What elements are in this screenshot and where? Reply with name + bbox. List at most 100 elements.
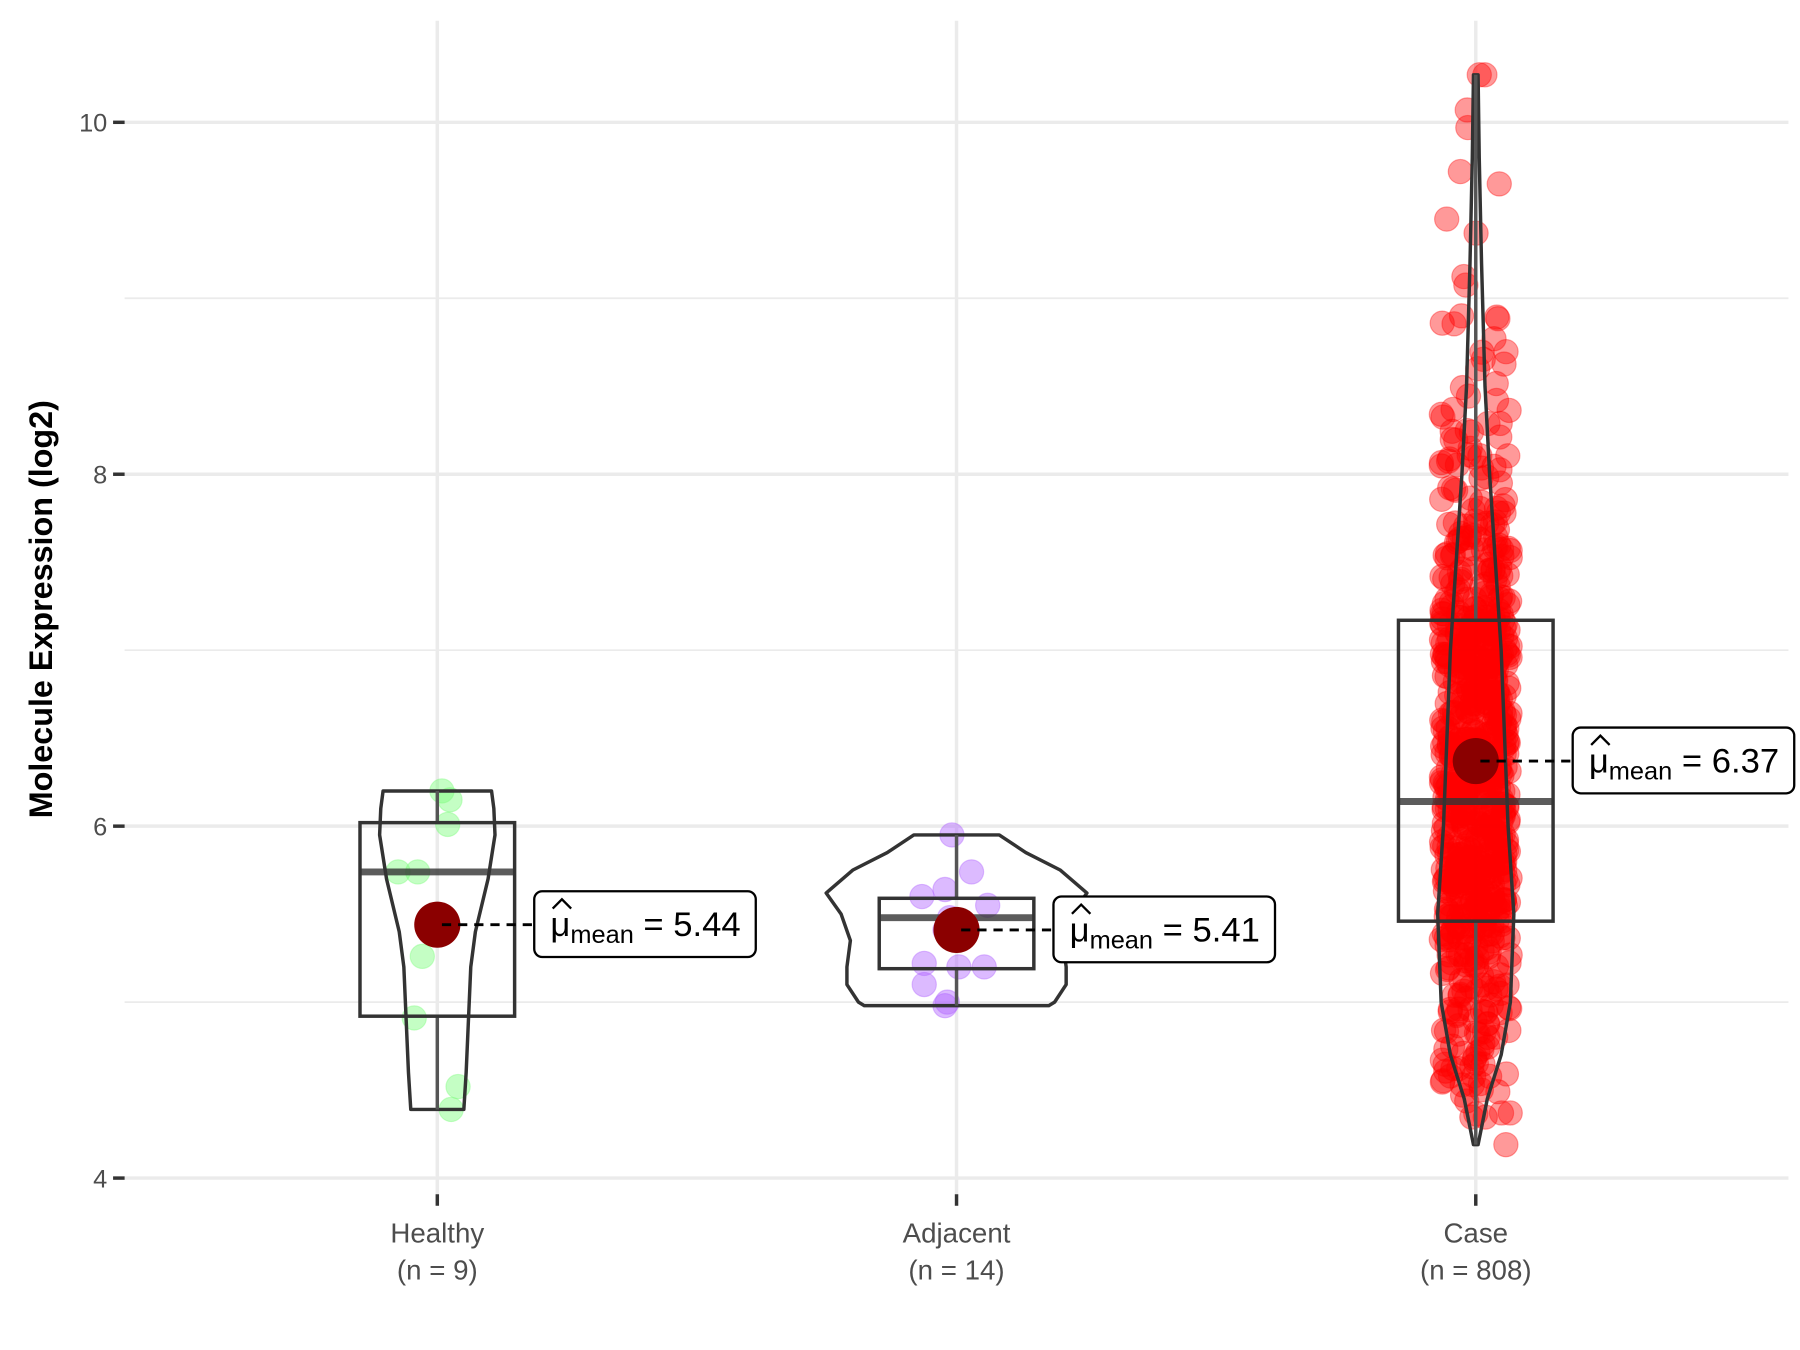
data-point bbox=[1436, 511, 1462, 538]
data-point bbox=[1476, 866, 1503, 892]
data-point bbox=[1472, 999, 1498, 1025]
data-point bbox=[1461, 826, 1487, 852]
data-point bbox=[1467, 859, 1494, 885]
data-point bbox=[1460, 639, 1486, 665]
data-point bbox=[1468, 885, 1494, 911]
data-point bbox=[1446, 925, 1472, 951]
data-point bbox=[1462, 690, 1488, 717]
mean-label-text: μmean = 5.41 bbox=[1070, 912, 1260, 955]
data-point bbox=[1467, 855, 1493, 881]
data-point bbox=[1452, 635, 1479, 661]
data-point bbox=[1495, 535, 1522, 561]
data-point bbox=[1485, 890, 1511, 916]
mean-subscript: mean bbox=[1609, 758, 1672, 786]
data-point bbox=[1451, 654, 1477, 680]
data-point bbox=[1495, 443, 1521, 469]
data-point bbox=[1474, 843, 1500, 869]
data-point bbox=[1428, 449, 1455, 476]
data-point bbox=[1467, 526, 1493, 552]
data-point bbox=[1451, 649, 1478, 675]
data-point bbox=[1496, 758, 1522, 784]
data-point bbox=[1443, 863, 1469, 890]
data-point bbox=[1480, 968, 1507, 995]
data-point bbox=[1479, 622, 1505, 648]
data-point bbox=[1467, 683, 1493, 709]
data-point bbox=[1460, 634, 1487, 661]
data-point bbox=[1482, 694, 1509, 721]
data-point bbox=[1469, 886, 1495, 913]
data-point bbox=[1453, 948, 1479, 974]
data-point bbox=[1454, 875, 1481, 901]
data-point bbox=[1463, 831, 1490, 857]
equals: = bbox=[1153, 912, 1192, 950]
data-point bbox=[1432, 566, 1458, 592]
data-point bbox=[1474, 693, 1501, 719]
data-point bbox=[1429, 1069, 1456, 1095]
mean-symbol: μ bbox=[1589, 743, 1609, 781]
data-point bbox=[1429, 733, 1456, 760]
data-point bbox=[1459, 535, 1485, 562]
data-point bbox=[1429, 1047, 1456, 1073]
data-point bbox=[1464, 884, 1491, 910]
mean-value: 5.44 bbox=[673, 906, 740, 944]
data-point bbox=[1434, 545, 1460, 571]
data-point bbox=[1458, 654, 1484, 680]
data-point bbox=[1442, 510, 1469, 536]
data-point bbox=[1484, 679, 1510, 705]
data-point bbox=[1453, 272, 1479, 298]
data-point bbox=[1458, 849, 1484, 875]
data-point bbox=[1448, 841, 1474, 868]
data-point bbox=[1454, 934, 1481, 960]
data-point bbox=[1489, 850, 1515, 876]
data-point bbox=[1466, 679, 1492, 705]
data-point bbox=[1466, 645, 1493, 671]
data-point bbox=[1446, 834, 1472, 861]
data-point bbox=[435, 811, 461, 838]
data-point bbox=[1471, 1018, 1498, 1045]
data-point bbox=[1444, 872, 1470, 899]
data-point bbox=[1448, 847, 1474, 874]
data-point bbox=[1446, 996, 1472, 1022]
data-point bbox=[1462, 658, 1488, 684]
data-point bbox=[1440, 772, 1466, 798]
data-point bbox=[1433, 815, 1459, 841]
mean-subscript: mean bbox=[1090, 926, 1153, 954]
data-point bbox=[1459, 946, 1485, 972]
data-point bbox=[1454, 417, 1480, 444]
mean-point bbox=[1452, 737, 1499, 785]
data-point bbox=[1460, 687, 1486, 714]
data-point bbox=[909, 883, 935, 910]
data-point bbox=[1462, 852, 1488, 878]
data-point bbox=[1465, 810, 1492, 836]
data-point bbox=[1460, 864, 1487, 891]
data-point bbox=[1494, 728, 1521, 755]
data-point bbox=[1473, 659, 1499, 685]
data-point bbox=[1446, 559, 1473, 586]
data-point bbox=[1479, 808, 1506, 834]
data-point bbox=[1434, 663, 1460, 690]
data-point bbox=[1492, 637, 1518, 663]
data-point bbox=[1456, 677, 1482, 703]
data-point bbox=[1443, 682, 1470, 709]
data-point bbox=[1457, 667, 1483, 693]
data-point bbox=[1447, 848, 1473, 874]
data-point bbox=[1483, 976, 1509, 1002]
data-point bbox=[1478, 642, 1504, 668]
data-point bbox=[1476, 637, 1502, 663]
data-point bbox=[1497, 1100, 1523, 1126]
data-point bbox=[1454, 648, 1480, 675]
data-point bbox=[1453, 952, 1479, 978]
data-point bbox=[1474, 699, 1500, 726]
data-point bbox=[1436, 772, 1462, 799]
data-point bbox=[1459, 1054, 1485, 1080]
data-point bbox=[1465, 865, 1492, 891]
mean-label-text: μmean = 5.44 bbox=[550, 906, 740, 949]
data-point bbox=[1448, 967, 1474, 994]
data-point bbox=[1456, 627, 1482, 653]
data-point bbox=[1446, 841, 1472, 868]
data-point bbox=[1482, 892, 1508, 918]
equals: = bbox=[634, 906, 673, 944]
data-point bbox=[1464, 874, 1491, 900]
data-point bbox=[1479, 878, 1505, 904]
